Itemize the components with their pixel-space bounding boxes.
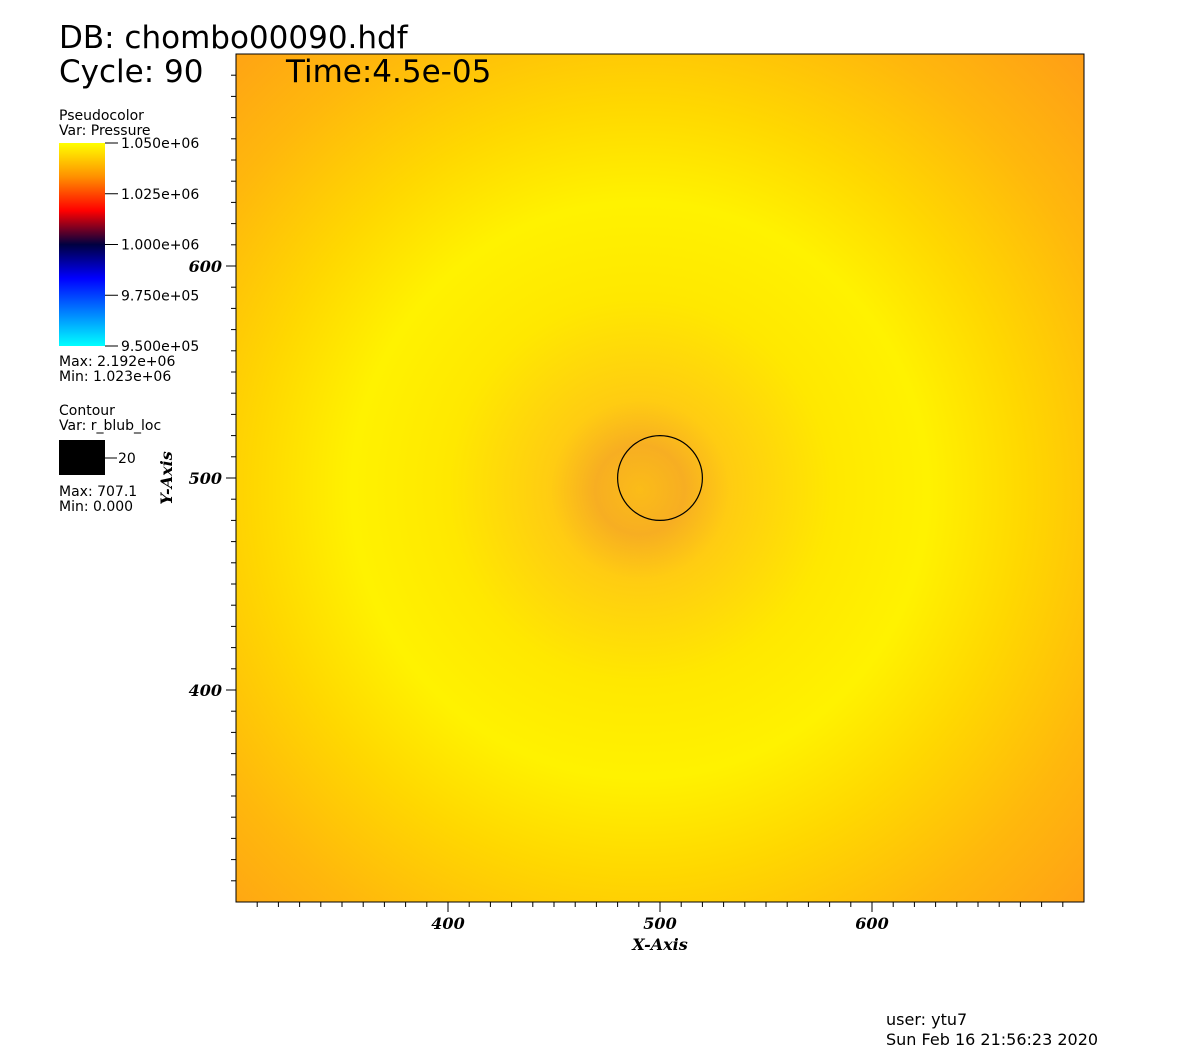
legend-max: Max: 2.192e+06 [59,354,175,370]
x-axis-label: X-Axis [631,935,688,954]
pseudocolor-field [236,54,1084,902]
y-axis-label: Y-Axis [157,451,176,505]
contour-min: Min: 0.000 [59,499,133,515]
x-tick-label: 400 [431,914,464,933]
contour-swatch [59,440,105,475]
contour-line [616,435,703,522]
timestamp: Sun Feb 16 21:56:23 2020 [886,1030,1098,1049]
colorbar-tick-label: 9.750e+05 [121,288,199,304]
x-tick-label: 500 [643,914,676,933]
x-tick-label: 600 [855,914,888,933]
colorbar-tick-label: 9.500e+05 [121,339,199,355]
colorbar-tick-label: 1.025e+06 [121,187,199,203]
user-label: user: ytu7 [886,1010,967,1029]
legend-title: Pseudocolor [59,108,144,124]
y-tick-label: 500 [189,469,222,488]
contour-level-label: 20 [118,451,136,467]
time-label: Time:4.5e-05 [285,54,491,90]
contour-max: Max: 707.1 [59,484,137,500]
y-tick-label: 600 [189,257,222,276]
colorbar [59,143,105,346]
contour-title: Contour [59,403,115,419]
legend-var: Var: Pressure [59,123,151,139]
db-label: DB: chombo00090.hdf [59,20,409,56]
cycle-label: Cycle: 90 [59,54,203,90]
y-tick-label: 400 [189,681,222,700]
colorbar-tick-label: 1.000e+06 [121,238,199,254]
contour-var: Var: r_blub_loc [59,418,161,434]
colorbar-tick-label: 1.050e+06 [121,136,199,152]
legend-min: Min: 1.023e+06 [59,369,171,385]
